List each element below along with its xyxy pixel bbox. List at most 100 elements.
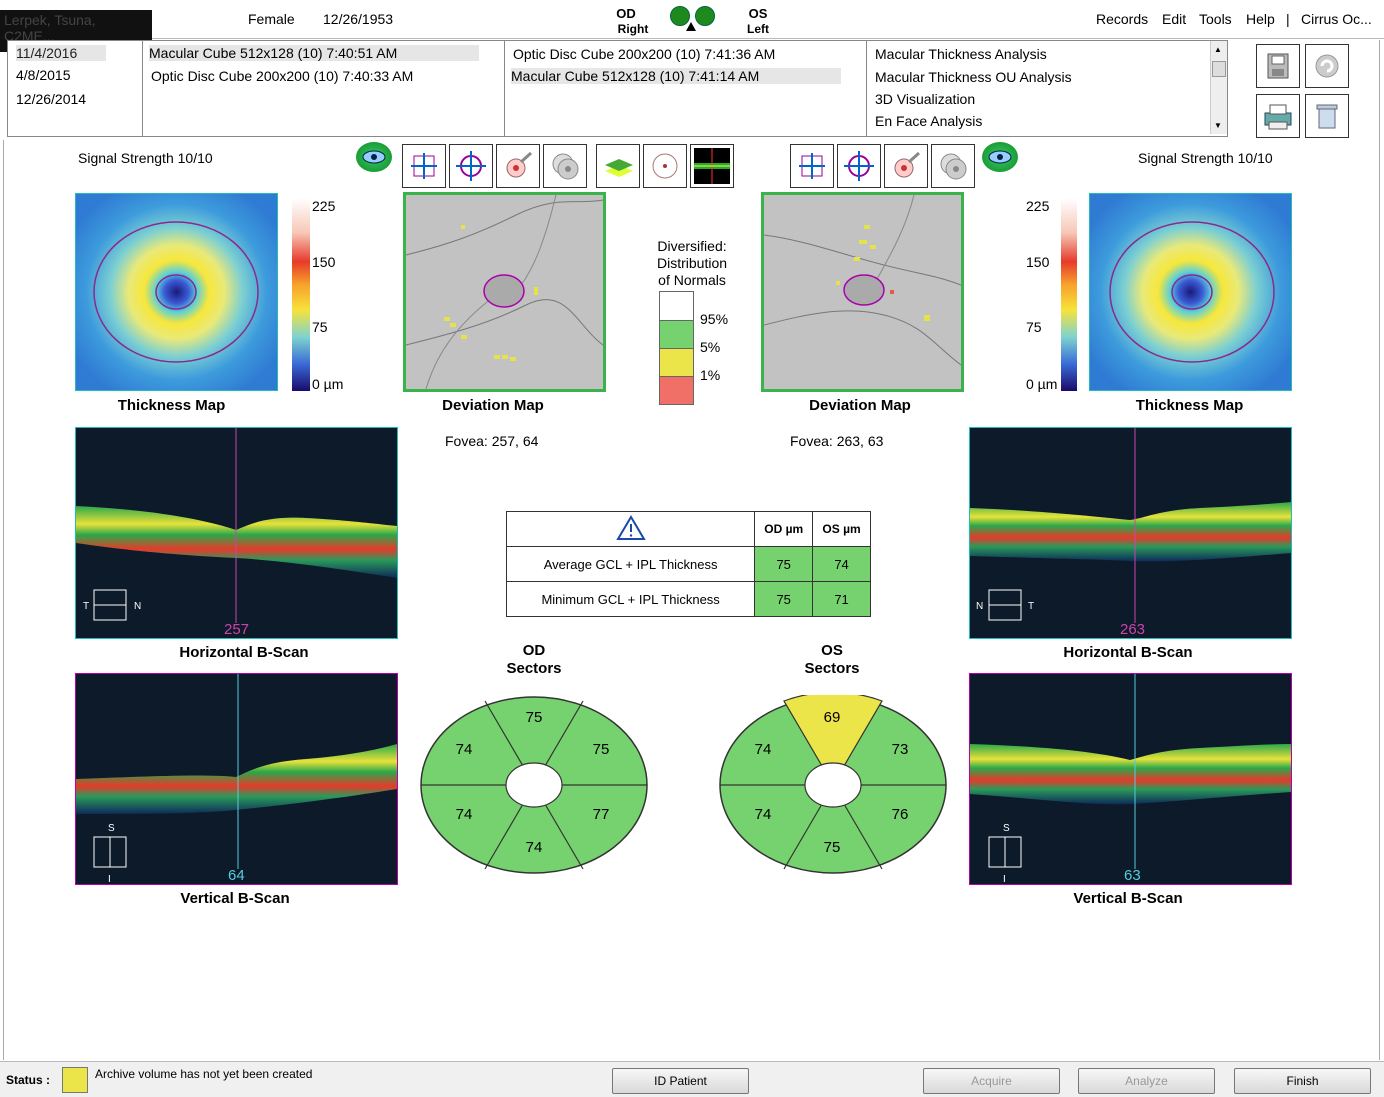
od-scan-item[interactable]: Optic Disc Cube 200x200 (10) 7:40:33 AM bbox=[151, 68, 414, 84]
menu-help[interactable]: Help bbox=[1246, 11, 1275, 27]
gcl-os-value: 71 bbox=[812, 581, 871, 617]
od-sector-value: 74 bbox=[526, 839, 543, 856]
undo-icon bbox=[1315, 54, 1339, 78]
od-vscan-orient: I bbox=[108, 874, 111, 884]
od-grid-tool-button[interactable] bbox=[402, 144, 446, 188]
os-thickness-map[interactable] bbox=[1089, 193, 1292, 391]
analyze-button[interactable]: Analyze bbox=[1078, 1068, 1215, 1094]
od-fovea-tool-button[interactable] bbox=[643, 144, 687, 188]
menu-cirrus[interactable]: Cirrus Oc... bbox=[1301, 11, 1372, 27]
gcl-row-label: Minimum GCL + IPL Thickness bbox=[505, 581, 756, 617]
od-vertical-bscan[interactable]: S I 64 bbox=[75, 673, 398, 885]
etdrs-grid-icon bbox=[456, 151, 486, 181]
save-button[interactable] bbox=[1256, 44, 1300, 88]
os-sector-value: 74 bbox=[755, 741, 772, 758]
od-eye-indicator-icon[interactable] bbox=[670, 6, 690, 26]
exam-date-item[interactable]: 12/26/2014 bbox=[16, 91, 87, 107]
od-deviation-map[interactable] bbox=[403, 192, 606, 392]
od-sublabel: Right bbox=[617, 22, 649, 36]
legend-title-line: Diversified: bbox=[657, 238, 727, 254]
os-sectors-title-line: Sectors bbox=[804, 660, 860, 677]
legend-level: 1% bbox=[700, 367, 721, 383]
od-etdrs-tool-button[interactable] bbox=[449, 144, 493, 188]
os-scan-item[interactable]: Macular Cube 512x128 (10) 7:41:14 AM bbox=[511, 68, 841, 84]
od-thickness-map[interactable] bbox=[75, 193, 278, 391]
undo-button[interactable] bbox=[1305, 44, 1349, 88]
id-patient-button[interactable]: ID Patient bbox=[612, 1068, 749, 1094]
os-disc-tool-button[interactable] bbox=[931, 144, 975, 188]
os-scale-tick: 0 µm bbox=[1026, 376, 1058, 392]
menu-tools[interactable]: Tools bbox=[1199, 11, 1232, 27]
printer-icon bbox=[1264, 104, 1292, 130]
os-eye-view-icon[interactable] bbox=[982, 142, 1018, 172]
od-disc-tool-button[interactable] bbox=[543, 144, 587, 188]
gcl-row-label: Average GCL + IPL Thickness bbox=[505, 546, 756, 582]
os-scale-tick: 225 bbox=[1026, 198, 1050, 214]
gcl-col-od: OD µm bbox=[754, 511, 814, 547]
os-scan-list[interactable]: Optic Disc Cube 200x200 (10) 7:41:36 AM … bbox=[504, 40, 868, 137]
exam-date-list[interactable]: 11/4/2016 4/8/2015 12/26/2014 bbox=[7, 40, 144, 137]
delete-button[interactable] bbox=[1305, 94, 1349, 138]
os-sector-value: 76 bbox=[892, 806, 909, 823]
gcl-od-value: 75 bbox=[754, 581, 814, 617]
warning-icon[interactable] bbox=[615, 514, 646, 541]
os-sublabel: Left bbox=[747, 22, 769, 36]
os-fundus-tool-button[interactable] bbox=[884, 144, 928, 188]
finish-button[interactable]: Finish bbox=[1234, 1068, 1371, 1094]
analysis-list[interactable]: Macular Thickness Analysis Macular Thick… bbox=[866, 40, 1228, 137]
legend-swatches bbox=[659, 291, 694, 405]
od-scale-tick: 0 µm bbox=[312, 376, 344, 392]
os-vertical-bscan[interactable]: S I 63 bbox=[969, 673, 1292, 885]
od-sectors-title-line: Sectors bbox=[506, 660, 562, 677]
od-horizontal-bscan[interactable]: T N 257 bbox=[75, 427, 398, 639]
analysis-item[interactable]: En Face Analysis bbox=[875, 113, 983, 129]
od-signal-strength: Signal Strength 10/10 bbox=[78, 150, 213, 166]
menu-records[interactable]: Records bbox=[1096, 11, 1149, 27]
os-horizontal-bscan[interactable]: N T 263 bbox=[969, 427, 1292, 639]
scroll-down-icon[interactable]: ▼ bbox=[1214, 121, 1222, 130]
od-scan-list[interactable]: Macular Cube 512x128 (10) 7:40:51 AM Opt… bbox=[142, 40, 506, 137]
acquire-button[interactable]: Acquire bbox=[923, 1068, 1060, 1094]
od-scan-item[interactable]: Macular Cube 512x128 (10) 7:40:51 AM bbox=[149, 45, 479, 61]
os-scale-tick: 150 bbox=[1026, 254, 1050, 270]
os-hscan-orient: T bbox=[1028, 601, 1034, 612]
od-horizontal-bscan-image: T N 257 bbox=[76, 428, 397, 638]
os-deviation-map[interactable] bbox=[761, 192, 964, 392]
eye-selector-arrow-icon bbox=[686, 22, 696, 31]
od-hbscan-label: Horizontal B-Scan bbox=[179, 644, 309, 661]
od-fundus-tool-button[interactable] bbox=[496, 144, 540, 188]
od-vertical-bscan-image: S I 64 bbox=[76, 674, 397, 884]
od-sector-value: 74 bbox=[456, 806, 473, 823]
od-fovea: Fovea: 257, 64 bbox=[445, 433, 539, 449]
gcl-os-value: 74 bbox=[812, 546, 871, 582]
od-layer-tool-button[interactable] bbox=[596, 144, 640, 188]
os-grid-tool-button[interactable] bbox=[790, 144, 834, 188]
os-sector-value: 74 bbox=[755, 806, 772, 823]
fundus-image-icon bbox=[506, 151, 533, 178]
scroll-up-icon[interactable]: ▲ bbox=[1214, 45, 1222, 54]
fundus-image-icon bbox=[894, 151, 921, 178]
grid-overlay-icon bbox=[411, 153, 437, 179]
os-sector-chart: 69 73 76 75 74 74 bbox=[719, 695, 947, 874]
od-thickness-map-label: Thickness Map bbox=[117, 397, 226, 414]
os-etdrs-tool-button[interactable] bbox=[837, 144, 881, 188]
os-horizontal-bscan-image: N T 263 bbox=[970, 428, 1291, 638]
od-bscan-tool-button[interactable] bbox=[690, 144, 734, 188]
exam-date-item[interactable]: 11/4/2016 bbox=[16, 45, 106, 61]
print-button[interactable] bbox=[1256, 94, 1300, 138]
od-eye-view-icon[interactable] bbox=[356, 142, 392, 172]
os-vscan-number: 63 bbox=[1124, 867, 1141, 884]
os-scan-item[interactable]: Optic Disc Cube 200x200 (10) 7:41:36 AM bbox=[513, 46, 776, 62]
scroll-thumb[interactable] bbox=[1212, 61, 1226, 77]
exam-date-item[interactable]: 4/8/2015 bbox=[16, 67, 71, 83]
os-thickness-map-label: Thickness Map bbox=[1135, 397, 1244, 414]
os-label: OS bbox=[748, 6, 768, 21]
analysis-item[interactable]: Macular Thickness Analysis bbox=[875, 46, 1047, 62]
os-eye-indicator-icon[interactable] bbox=[695, 6, 715, 26]
menu-edit[interactable]: Edit bbox=[1162, 11, 1187, 27]
analysis-scrollbar[interactable]: ▲ ▼ bbox=[1210, 41, 1227, 134]
analysis-item[interactable]: 3D Visualization bbox=[875, 91, 976, 107]
gcl-ipl-table: OD µm OS µm Average GCL + IPL Thickness … bbox=[505, 511, 871, 617]
od-sectors-title: OD Sectors bbox=[484, 642, 584, 678]
analysis-item[interactable]: Macular Thickness OU Analysis bbox=[875, 69, 1072, 85]
